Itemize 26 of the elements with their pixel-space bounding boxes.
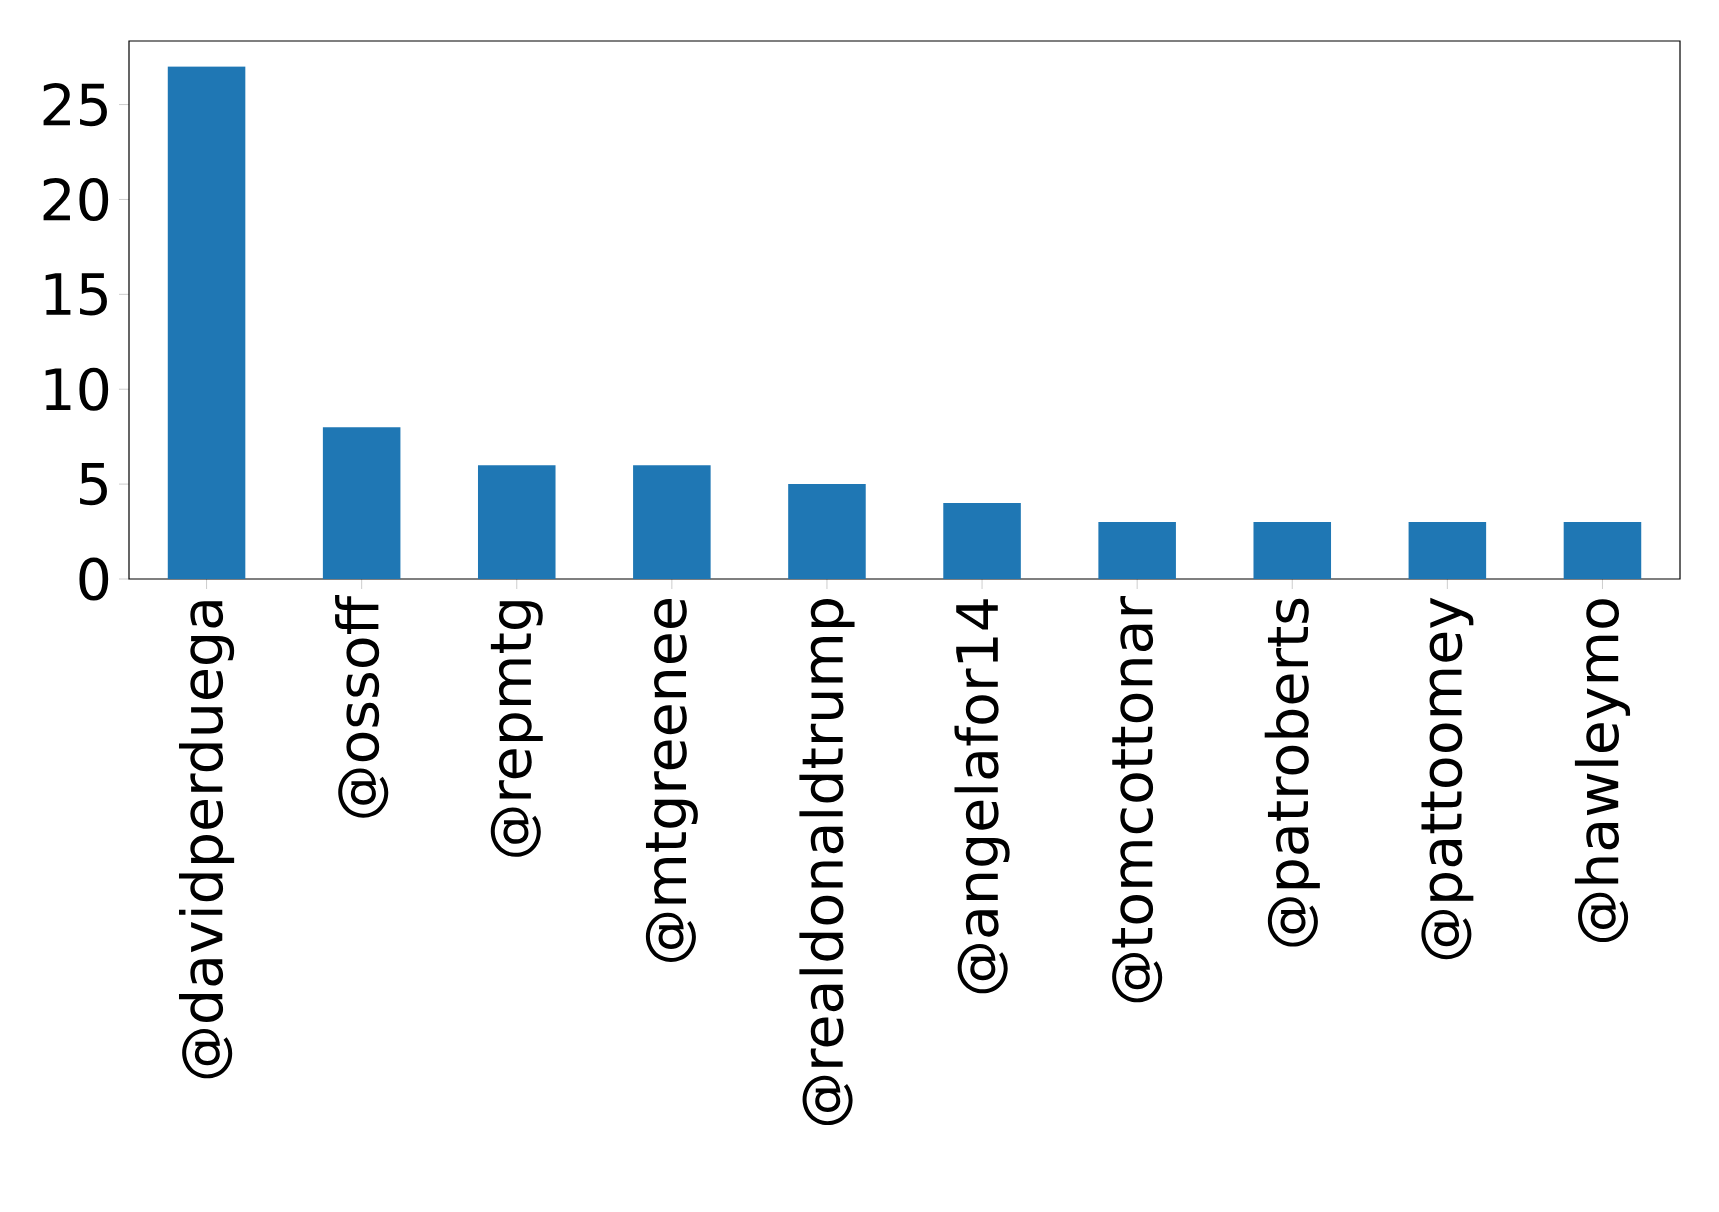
y-tick-label: 10 — [45, 367, 109, 411]
x-tick-label: @angelafor14 — [954, 599, 1010, 994]
x-tick-label: @patroberts — [1264, 598, 1320, 947]
bar — [322, 427, 401, 579]
x-tick-label: @tomcottonar — [1112, 596, 1163, 1003]
y-tick-label: 15 — [45, 273, 107, 316]
x-tick-label: @pattoomey — [1421, 597, 1474, 960]
y-tick-label: 5 — [80, 462, 107, 506]
y-tick-label: 20 — [43, 177, 109, 222]
x-tick-label: @ossoff — [335, 594, 389, 818]
y-tick-label: 25 — [43, 83, 107, 127]
x-tick-label: @davidperduega — [178, 601, 235, 1079]
x-tick-label: @realdonaldtrump — [799, 599, 855, 1126]
bar — [167, 66, 246, 579]
y-tick-label: 0 — [79, 557, 109, 601]
x-tick-label: @mtgreenee — [645, 599, 698, 962]
bar — [788, 484, 866, 579]
bar — [1098, 522, 1176, 579]
x-tick-label: @hawleymo — [1574, 599, 1631, 943]
bar — [1563, 522, 1642, 579]
bar — [943, 503, 1021, 579]
bar — [477, 465, 556, 579]
bar — [1253, 522, 1332, 579]
bar — [633, 465, 711, 579]
bar — [1408, 522, 1487, 579]
x-tick-label: @repmtg — [490, 601, 543, 857]
